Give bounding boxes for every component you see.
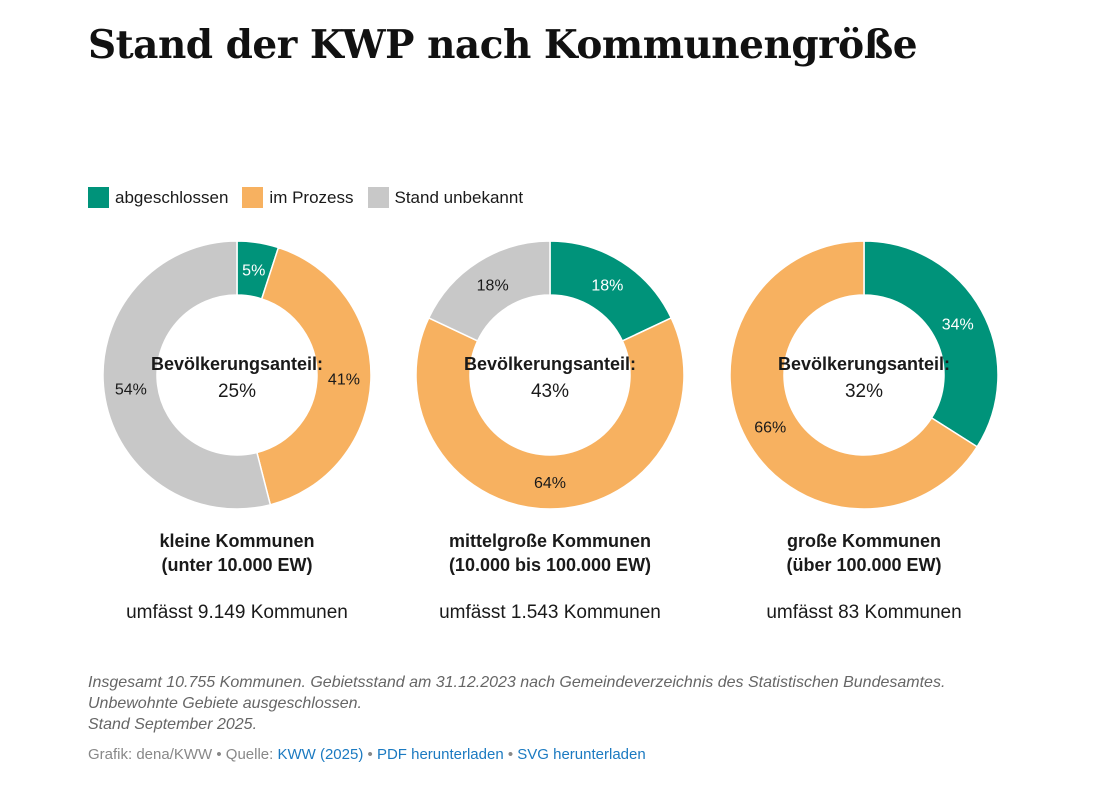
source-line: Grafik: dena/KWW • Quelle: KWW (2025) • … — [88, 746, 646, 763]
chart-title: mittelgroße Kommunen — [448, 531, 651, 551]
separator: • — [363, 746, 377, 763]
legend-swatch — [367, 187, 389, 208]
pdf-download-link[interactable]: PDF herunterladen — [376, 746, 504, 763]
chart-caption: mittelgroße Kommunen (10.000 bis 100.000 … — [400, 529, 700, 577]
center-value: 25% — [218, 381, 256, 402]
slice-value-label: 66% — [754, 420, 786, 437]
center-label: Bevölkerungsanteil: — [151, 354, 323, 374]
donut-slice-stand-unbekannt — [102, 240, 272, 510]
note-line: Stand September 2025. — [88, 716, 258, 733]
slice-value-label: 41% — [328, 371, 360, 388]
chart-title: große Kommunen — [786, 531, 941, 551]
legend-swatch — [242, 187, 264, 208]
donut-slice-im-prozess — [729, 240, 979, 510]
slice-value-label: 18% — [477, 278, 509, 295]
center-value: 32% — [845, 381, 883, 402]
donut-slice-im-prozess — [255, 246, 372, 506]
chart-subtitle: (über 100.000 EW) — [786, 555, 942, 575]
legend-label: im Prozess — [269, 187, 354, 207]
note-line: Insgesamt 10.755 Kommunen. Gebietsstand … — [88, 674, 946, 712]
chart-subtitle: (10.000 bis 100.000 EW) — [448, 555, 652, 575]
source-link[interactable]: KWW (2025) — [277, 746, 364, 763]
donut-slice-abgeschlossen — [863, 240, 999, 448]
slice-value-label: 34% — [942, 316, 974, 333]
chart-count: umfässt 9.149 Kommunen — [126, 602, 348, 623]
chart-title: kleine Kommunen — [159, 531, 315, 551]
chart-caption: kleine Kommunen (unter 10.000 EW) — [87, 529, 387, 577]
center-label: Bevölkerungsanteil: — [778, 354, 950, 374]
svg-download-link[interactable]: SVG herunterladen — [517, 746, 646, 763]
footnote: Insgesamt 10.755 Kommunen. Gebietsstand … — [88, 672, 948, 735]
chart-subtitle: (unter 10.000 EW) — [161, 555, 313, 575]
chart-count: umfässt 83 Kommunen — [766, 602, 962, 623]
legend-label: Stand unbekannt — [394, 187, 524, 207]
center-value: 43% — [531, 381, 569, 402]
donut-slice-stand-unbekannt — [427, 240, 551, 342]
center-label: Bevölkerungsanteil: — [464, 354, 636, 374]
slice-value-label: 64% — [534, 475, 566, 492]
slice-value-label: 18% — [591, 278, 623, 295]
legend-swatch — [88, 187, 109, 208]
legend: abgeschlossen im Prozess Stand unbekannt — [88, 187, 523, 208]
slice-value-label: 54% — [115, 381, 147, 398]
legend-item-im-prozess: im Prozess — [242, 187, 354, 208]
chart-caption: große Kommunen (über 100.000 EW) — [714, 529, 1014, 577]
page-title: Stand der KWP nach Kommunengröße — [88, 22, 918, 68]
donut-slice-im-prozess — [415, 316, 685, 510]
source-prefix: Grafik: dena/KWW • Quelle: — [88, 746, 278, 763]
separator: • — [503, 746, 518, 763]
legend-item-abgeschlossen: abgeschlossen — [88, 187, 228, 208]
legend-label: abgeschlossen — [115, 187, 229, 207]
legend-item-unbekannt: Stand unbekannt — [367, 187, 524, 208]
slice-value-label: 5% — [242, 262, 265, 279]
chart-count: umfässt 1.543 Kommunen — [439, 602, 661, 623]
